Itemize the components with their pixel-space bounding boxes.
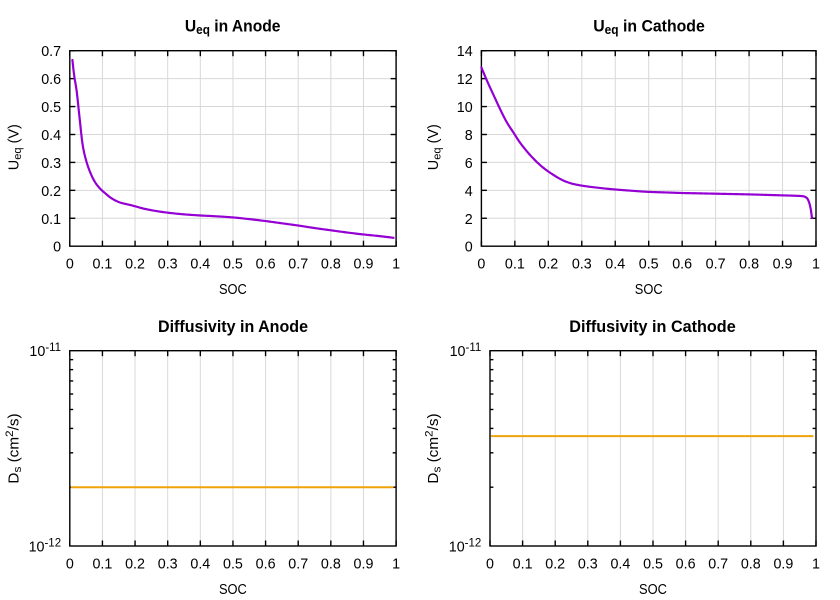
svg-text:0.3: 0.3 <box>572 256 592 272</box>
svg-text:0: 0 <box>465 240 473 256</box>
svg-text:0.5: 0.5 <box>223 556 243 572</box>
svg-text:Diffusivity in Cathode: Diffusivity in Cathode <box>569 318 735 336</box>
svg-text:0.3: 0.3 <box>578 556 598 572</box>
svg-text:0: 0 <box>66 256 74 272</box>
svg-text:0.8: 0.8 <box>321 256 341 272</box>
svg-text:0.5: 0.5 <box>643 556 663 572</box>
svg-text:0.1: 0.1 <box>41 212 61 228</box>
svg-text:Ds (cm2/s): Ds (cm2/s) <box>4 413 23 483</box>
svg-text:SOC: SOC <box>635 281 663 297</box>
svg-text:0.2: 0.2 <box>538 256 558 272</box>
svg-text:0.7: 0.7 <box>706 256 726 272</box>
svg-text:6: 6 <box>465 156 473 172</box>
svg-text:0.8: 0.8 <box>321 556 341 572</box>
svg-text:0.4: 0.4 <box>190 556 210 572</box>
svg-text:Diffusivity in Anode: Diffusivity in Anode <box>158 318 308 336</box>
svg-text:0.7: 0.7 <box>288 256 308 272</box>
svg-text:0.6: 0.6 <box>676 556 696 572</box>
svg-text:Ueq (V): Ueq (V) <box>426 124 444 170</box>
svg-text:12: 12 <box>457 72 473 88</box>
svg-text:0.5: 0.5 <box>41 100 61 116</box>
svg-text:0: 0 <box>486 556 494 572</box>
svg-text:0.1: 0.1 <box>92 556 112 572</box>
svg-text:0.9: 0.9 <box>354 556 374 572</box>
svg-text:Ueq in Anode: Ueq in Anode <box>185 17 281 37</box>
svg-text:0.6: 0.6 <box>256 556 276 572</box>
svg-text:0.4: 0.4 <box>190 256 210 272</box>
svg-text:SOC: SOC <box>219 281 247 297</box>
svg-text:0.7: 0.7 <box>708 556 728 572</box>
svg-text:0.6: 0.6 <box>256 256 276 272</box>
svg-text:0.1: 0.1 <box>513 556 533 572</box>
svg-text:0.4: 0.4 <box>610 556 630 572</box>
svg-text:0.6: 0.6 <box>41 72 61 88</box>
svg-text:0.4: 0.4 <box>605 256 625 272</box>
svg-text:1: 1 <box>812 256 820 272</box>
svg-text:10: 10 <box>457 100 473 116</box>
svg-text:0.3: 0.3 <box>158 556 178 572</box>
svg-text:SOC: SOC <box>639 581 667 597</box>
svg-text:0.5: 0.5 <box>223 256 243 272</box>
svg-text:2: 2 <box>465 212 473 228</box>
svg-text:0.1: 0.1 <box>92 256 112 272</box>
svg-text:0.7: 0.7 <box>41 44 61 60</box>
svg-text:0.8: 0.8 <box>741 556 761 572</box>
svg-text:0.6: 0.6 <box>672 256 692 272</box>
svg-text:0.9: 0.9 <box>773 256 793 272</box>
svg-text:0.9: 0.9 <box>773 556 793 572</box>
svg-text:0: 0 <box>53 240 61 256</box>
svg-text:0.1: 0.1 <box>505 256 525 272</box>
svg-text:SOC: SOC <box>219 581 247 597</box>
svg-text:0.2: 0.2 <box>41 184 61 200</box>
svg-text:0.2: 0.2 <box>545 556 565 572</box>
svg-text:1: 1 <box>812 556 820 572</box>
svg-text:8: 8 <box>465 128 473 144</box>
svg-text:Ds (cm2/s): Ds (cm2/s) <box>424 413 443 483</box>
svg-text:0: 0 <box>66 556 74 572</box>
svg-text:4: 4 <box>465 184 473 200</box>
svg-text:14: 14 <box>457 44 473 60</box>
svg-text:0.2: 0.2 <box>125 256 145 272</box>
svg-text:0.4: 0.4 <box>41 128 61 144</box>
svg-text:Ueq in Cathode: Ueq in Cathode <box>593 17 705 37</box>
svg-text:0.3: 0.3 <box>158 256 178 272</box>
svg-text:0.5: 0.5 <box>639 256 659 272</box>
svg-text:0.8: 0.8 <box>739 256 759 272</box>
svg-text:1: 1 <box>392 556 400 572</box>
svg-text:0.3: 0.3 <box>41 156 61 172</box>
svg-text:0: 0 <box>477 256 485 272</box>
svg-text:1: 1 <box>392 256 400 272</box>
svg-text:Ueq (V): Ueq (V) <box>6 124 24 170</box>
svg-text:0.9: 0.9 <box>354 256 374 272</box>
svg-text:0.7: 0.7 <box>288 556 308 572</box>
svg-text:0.2: 0.2 <box>125 556 145 572</box>
